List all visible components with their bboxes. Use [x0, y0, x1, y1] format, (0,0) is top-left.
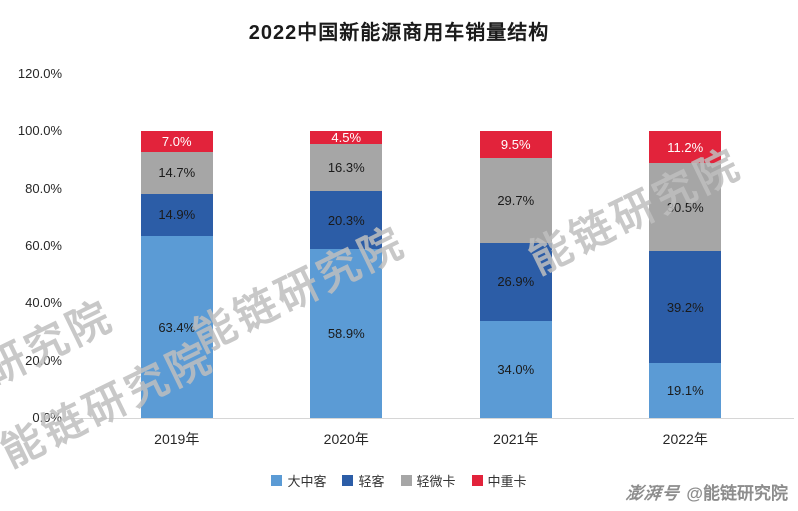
- stacked-bar-2021年: 34.0% 26.9% 29.7% 9.5%: [479, 131, 552, 418]
- data-label: 11.2%: [667, 139, 704, 155]
- data-label: 4.5%: [331, 130, 362, 146]
- y-tick-60: 60.0%: [25, 238, 62, 253]
- segment-轻客: 26.9%: [479, 243, 552, 321]
- data-label: 26.9%: [497, 274, 535, 290]
- stacked-bar-2019年: 63.4% 14.9% 14.7% 7.0%: [140, 131, 213, 418]
- y-tick-120: 120.0%: [17, 66, 62, 81]
- segment-中重卡: 4.5%: [310, 130, 383, 146]
- segment-轻微卡: 29.7%: [479, 158, 552, 244]
- data-label: 29.7%: [497, 193, 535, 209]
- segment-中重卡: 11.2%: [649, 131, 722, 164]
- data-label: 34.0%: [497, 361, 535, 377]
- segment-大中客: 58.9%: [310, 249, 383, 418]
- data-label: 20.3%: [327, 212, 365, 228]
- source-attribution: 澎湃号 @能链研究院: [625, 479, 788, 504]
- data-label: 30.5%: [666, 199, 704, 215]
- legend-swatch: [271, 475, 283, 486]
- legend: 大中客 轻客 轻微卡 中重卡: [0, 471, 798, 490]
- legend-swatch: [342, 475, 354, 486]
- legend-label: 大中客: [287, 474, 327, 489]
- data-label: 58.9%: [327, 326, 365, 342]
- y-tick-40: 40.0%: [25, 295, 62, 311]
- account-name: @能链研究院: [686, 484, 788, 503]
- data-label: 9.5%: [500, 137, 531, 153]
- chart-title: 2022中国新能源商用车销量结构: [248, 22, 550, 44]
- y-tick-20: 20.0%: [25, 352, 62, 368]
- segment-中重卡: 7.0%: [140, 131, 213, 152]
- data-label: 14.7%: [158, 165, 196, 181]
- stacked-bar-2020年: 58.9% 20.3% 16.3% 4.5%: [310, 130, 383, 418]
- pengpai-logo: 澎湃号: [625, 484, 682, 503]
- legend-item-轻微卡: 轻微卡: [400, 471, 456, 490]
- segment-轻客: 14.9%: [140, 193, 213, 237]
- x-label-2020年: 2020年: [323, 431, 369, 447]
- segment-轻微卡: 14.7%: [140, 151, 213, 194]
- x-axis-line: [70, 418, 794, 419]
- legend-label: 轻客: [358, 474, 385, 489]
- data-label: 39.2%: [666, 299, 704, 315]
- plot-area: 63.4% 14.9% 14.7% 7.0% 58.9% 20.3% 16.3% 4.5% 34…: [92, 74, 770, 418]
- stacked-bar-2022年: 19.1% 39.2% 30.5% 11.2%: [649, 131, 722, 418]
- segment-大中客: 34.0%: [479, 320, 552, 418]
- segment-轻客: 20.3%: [310, 191, 383, 250]
- x-label-2019年: 2019年: [154, 431, 200, 447]
- segment-大中客: 63.4%: [140, 236, 213, 418]
- legend-swatch: [400, 475, 412, 486]
- legend-swatch: [471, 475, 483, 486]
- segment-中重卡: 9.5%: [479, 131, 552, 159]
- data-label: 14.9%: [158, 207, 196, 223]
- legend-label: 轻微卡: [416, 474, 456, 489]
- segment-轻客: 39.2%: [649, 250, 722, 364]
- x-axis-labels: 2019年 2020年 2021年 2022年: [92, 429, 770, 449]
- y-tick-0: 0.0%: [32, 410, 62, 425]
- y-tick-100: 100.0%: [17, 123, 62, 139]
- legend-label: 中重卡: [487, 474, 527, 489]
- y-tick-80: 80.0%: [25, 180, 62, 196]
- data-label: 7.0%: [161, 133, 192, 149]
- segment-轻微卡: 16.3%: [310, 144, 383, 192]
- legend-item-中重卡: 中重卡: [471, 471, 527, 490]
- data-label: 19.1%: [666, 383, 704, 399]
- data-label: 63.4%: [158, 319, 196, 335]
- x-label-2022年: 2022年: [662, 431, 708, 447]
- data-label: 16.3%: [327, 160, 365, 176]
- segment-轻微卡: 30.5%: [649, 163, 722, 251]
- legend-item-大中客: 大中客: [271, 471, 326, 490]
- segment-大中客: 19.1%: [649, 363, 722, 418]
- legend-item-轻客: 轻客: [342, 471, 385, 490]
- x-label-2021年: 2021年: [493, 431, 539, 447]
